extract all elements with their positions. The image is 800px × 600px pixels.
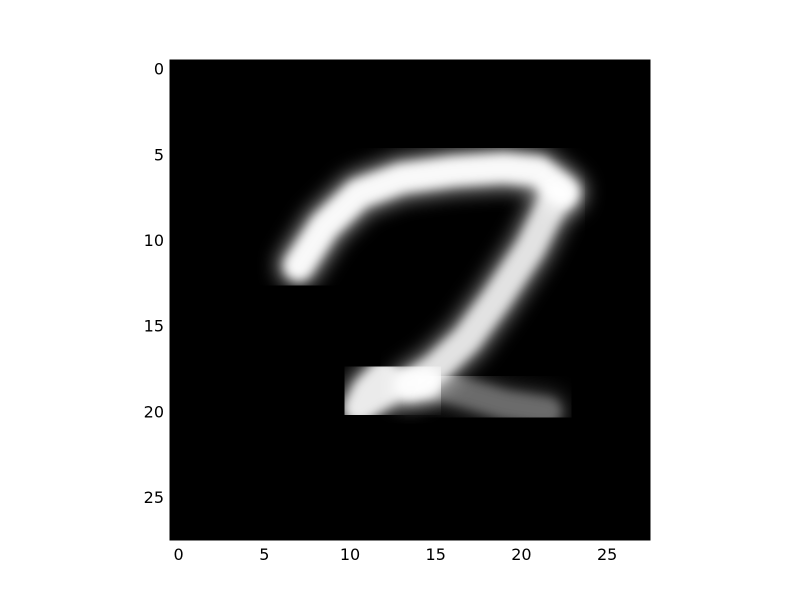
y-tick-label: 25 <box>144 488 164 507</box>
stroke-top-bar-core <box>284 153 579 281</box>
digit-strokes <box>276 145 587 434</box>
x-tick-label: 15 <box>426 545 446 564</box>
x-axis: 0 5 10 15 20 25 <box>173 60 617 564</box>
x-tick-label: 10 <box>340 545 360 564</box>
y-tick-label: 5 <box>154 145 164 164</box>
x-tick-label: 20 <box>511 545 531 564</box>
y-tick-label: 15 <box>144 317 164 336</box>
y-tick-label: 20 <box>144 402 164 421</box>
plot-background <box>170 60 650 540</box>
x-tick-label: 0 <box>173 545 183 564</box>
y-tick-label: 0 <box>154 60 164 79</box>
y-tick-label: 10 <box>144 231 164 250</box>
x-tick-label: 5 <box>259 545 269 564</box>
axes-frame <box>169 59 651 541</box>
stroke-bottom-tail-core <box>412 367 562 426</box>
y-axis: 0 5 10 15 20 25 <box>144 60 650 507</box>
x-tick-label: 25 <box>597 545 617 564</box>
